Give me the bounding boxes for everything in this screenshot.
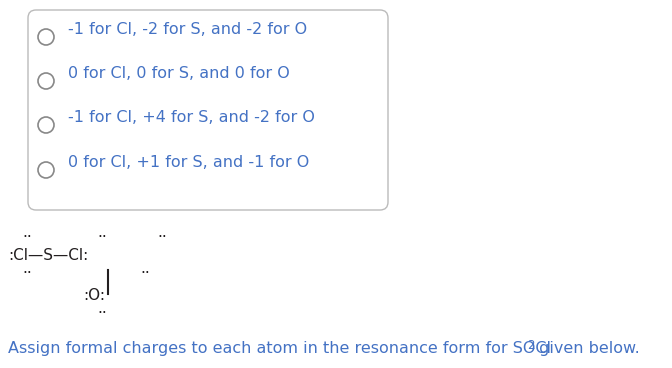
Text: -1 for Cl, +4 for S, and -2 for O: -1 for Cl, +4 for S, and -2 for O	[68, 110, 315, 125]
Text: ··: ··	[140, 266, 150, 281]
Text: -1 for Cl, -2 for S, and -2 for O: -1 for Cl, -2 for S, and -2 for O	[68, 22, 307, 37]
Text: ··: ··	[97, 306, 107, 321]
Text: ··: ··	[22, 230, 32, 245]
Text: :O:: :O:	[83, 288, 105, 303]
Text: 0 for Cl, +1 for S, and -1 for O: 0 for Cl, +1 for S, and -1 for O	[68, 155, 309, 170]
Text: 0 for Cl, 0 for S, and 0 for O: 0 for Cl, 0 for S, and 0 for O	[68, 66, 290, 81]
Text: ··: ··	[97, 230, 107, 245]
Text: Assign formal charges to each atom in the resonance form for SOCl: Assign formal charges to each atom in th…	[8, 341, 551, 356]
FancyBboxPatch shape	[28, 10, 388, 210]
Text: 2: 2	[527, 339, 534, 352]
Text: ··: ··	[22, 266, 32, 281]
Text: ··: ··	[157, 230, 167, 245]
Text: given below.: given below.	[534, 341, 640, 356]
Text: :Cl—S—Cl:: :Cl—S—Cl:	[8, 248, 88, 263]
